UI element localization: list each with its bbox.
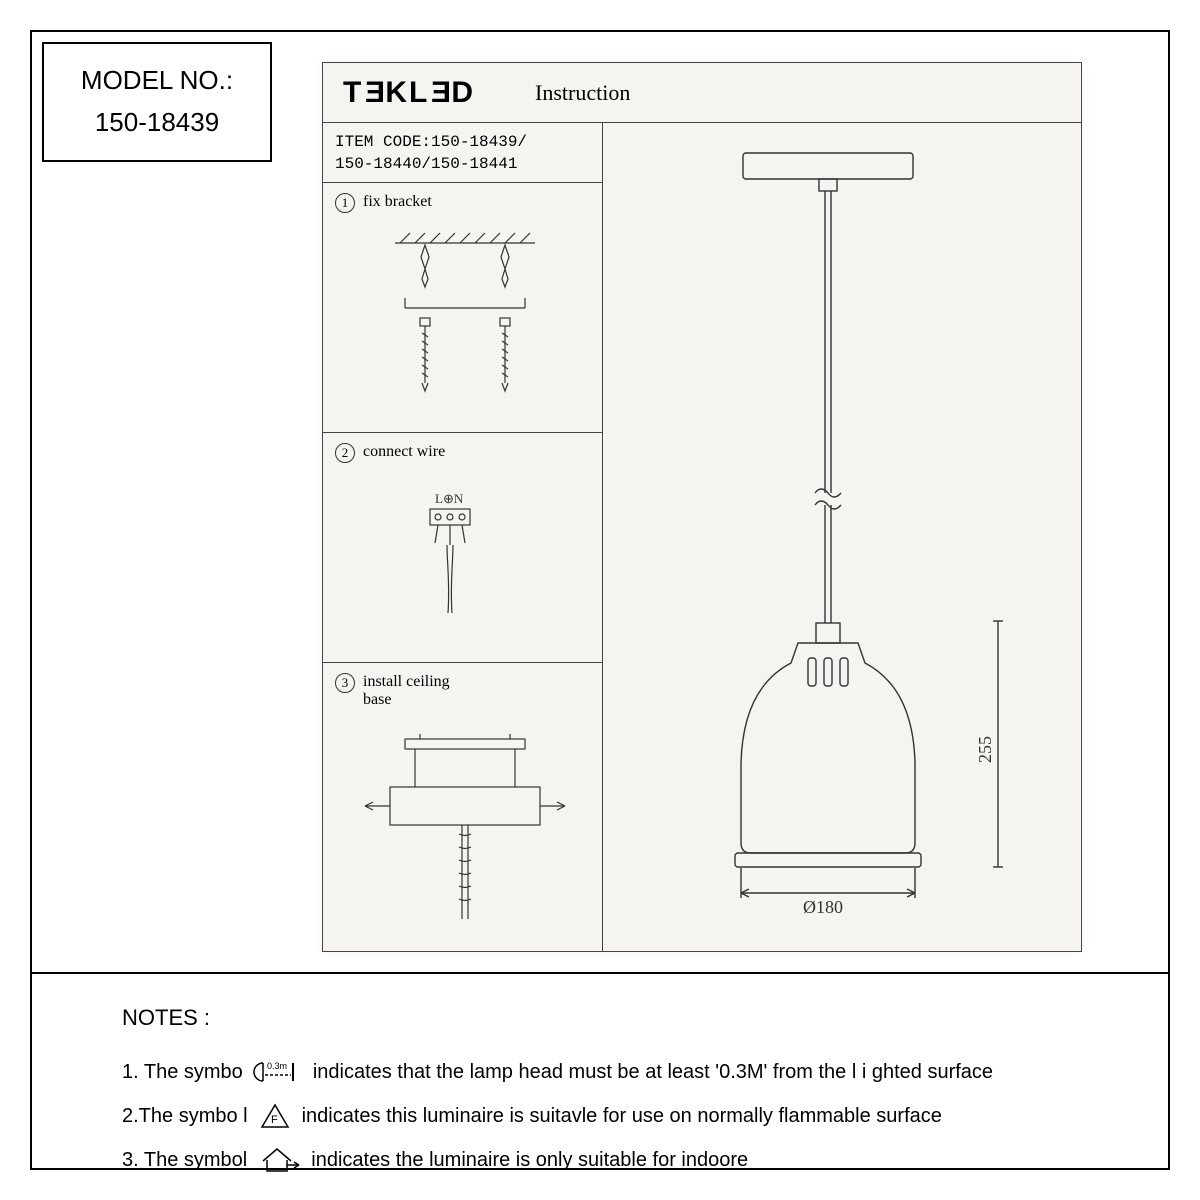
step-1-num: 1 bbox=[335, 193, 355, 213]
sheet-title: Instruction bbox=[535, 80, 630, 106]
step-1-label: fix bracket bbox=[363, 193, 432, 211]
fix-bracket-diagram bbox=[335, 223, 585, 403]
distance-icon: 0.3m bbox=[253, 1057, 303, 1087]
note-1-pre: 1. The symbo bbox=[122, 1050, 243, 1094]
notes-title: NOTES : bbox=[122, 994, 1078, 1042]
step-1: 1 fix bracket bbox=[323, 183, 602, 433]
note-2-post: indicates this luminaire is suitavle for… bbox=[302, 1094, 942, 1138]
svg-text:0.3m: 0.3m bbox=[267, 1061, 287, 1071]
notes-section: NOTES : 1. The symbo 0.3m indicates that… bbox=[32, 972, 1168, 1192]
model-number-box: MODEL NO.: 150-18439 bbox=[42, 42, 272, 162]
note-1-post: indicates that the lamp head must be at … bbox=[313, 1050, 993, 1094]
instruction-sheet: TEKLED Instruction ITEM CODE:150-18439/1… bbox=[322, 62, 1082, 952]
step-3-label: install ceilingbase bbox=[363, 673, 450, 709]
brand-logo: TEKLED bbox=[343, 76, 475, 110]
left-column: ITEM CODE:150-18439/150-18440/150-18441 … bbox=[323, 123, 603, 951]
step-2: 2 connect wire L⊕N bbox=[323, 433, 602, 663]
step-2-num: 2 bbox=[335, 443, 355, 463]
pendant-lamp-diagram: Ø180 255 bbox=[603, 123, 1081, 949]
svg-text:Ø180: Ø180 bbox=[803, 897, 843, 917]
ceiling-base-diagram bbox=[335, 719, 595, 929]
svg-text:F: F bbox=[271, 1114, 278, 1126]
flammable-surface-icon: F bbox=[258, 1101, 292, 1131]
note-1: 1. The symbo 0.3m indicates that the lam… bbox=[122, 1050, 1078, 1094]
connect-wire-diagram: L⊕N bbox=[335, 473, 585, 633]
note-2: 2.The symbo l F indicates this luminaire… bbox=[122, 1094, 1078, 1138]
note-3-post: indicates the luminaire is only suitable… bbox=[311, 1138, 748, 1182]
sheet-body: ITEM CODE:150-18439/150-18440/150-18441 … bbox=[323, 123, 1081, 951]
item-code-label: ITEM CODE: bbox=[335, 133, 431, 151]
step-3-num: 3 bbox=[335, 673, 355, 693]
outer-frame: MODEL NO.: 150-18439 TEKLED Instruction … bbox=[30, 30, 1170, 1170]
model-label: MODEL NO.: bbox=[81, 60, 233, 102]
step-3: 3 install ceilingbase bbox=[323, 663, 602, 951]
indoor-use-icon bbox=[257, 1145, 301, 1175]
sheet-header: TEKLED Instruction bbox=[323, 63, 1081, 123]
right-column: Ø180 255 bbox=[603, 123, 1081, 951]
note-3-pre: 3. The symbol bbox=[122, 1138, 247, 1182]
note-2-pre: 2.The symbo l bbox=[122, 1094, 248, 1138]
note-3: 3. The symbol indicates the luminaire is… bbox=[122, 1138, 1078, 1182]
step-2-label: connect wire bbox=[363, 443, 445, 461]
svg-text:L⊕N: L⊕N bbox=[435, 491, 464, 506]
svg-text:255: 255 bbox=[975, 736, 995, 763]
item-code-box: ITEM CODE:150-18439/150-18440/150-18441 bbox=[323, 123, 602, 183]
model-value: 150-18439 bbox=[95, 102, 219, 144]
